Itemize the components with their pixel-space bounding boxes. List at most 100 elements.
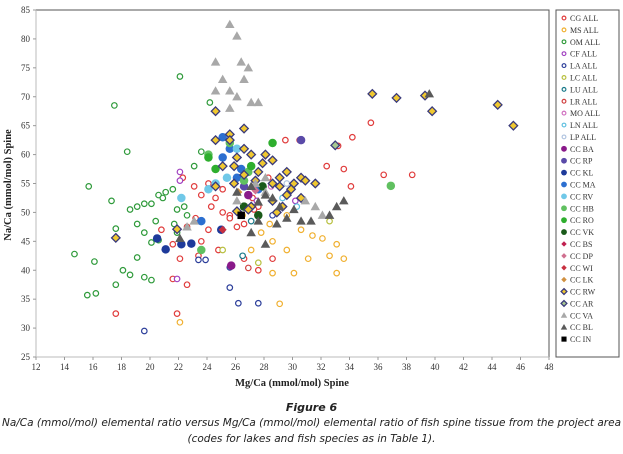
x-tick-label: 44 <box>488 362 498 372</box>
point-cg-all <box>323 162 331 170</box>
point-cc-va <box>232 92 242 101</box>
legend-marker-lu-all <box>561 86 567 92</box>
legend-entry-cc-bs: CC BS <box>561 240 592 249</box>
point-om-all <box>119 266 127 274</box>
y-tick-label: 30 <box>21 323 31 333</box>
legend-label: CC MA <box>570 181 596 190</box>
legend-entry-ms-all: MS ALL <box>561 26 599 35</box>
point-ms-all <box>269 237 276 245</box>
point-la-all <box>235 299 242 307</box>
point-cc-rw <box>260 149 271 160</box>
point-om-all <box>140 229 148 237</box>
legend-entry-cg-all: CG ALL <box>561 14 598 23</box>
legend-entry-cc-va: CC VA <box>560 311 593 320</box>
y-tick-label: 55 <box>21 179 31 189</box>
point-cc-bl <box>246 181 256 190</box>
point-om-all <box>83 291 91 299</box>
point-cc-ma <box>218 153 227 162</box>
point-cg-all <box>197 191 205 199</box>
legend-entry-cc-dp: CC DP <box>561 252 593 261</box>
point-cc-kl <box>152 234 162 243</box>
legend-entry-mo-all: MO ALL <box>561 109 600 118</box>
point-om-all <box>112 225 120 232</box>
point-om-all <box>91 258 98 265</box>
point-ms-all <box>276 300 284 308</box>
legend-marker-cc-rw <box>560 287 568 296</box>
point-cg-all <box>408 171 416 179</box>
point-cg-all <box>226 214 234 222</box>
legend-label: LP ALL <box>570 133 596 142</box>
point-cc-bl <box>260 190 271 199</box>
x-tick-label: 24 <box>203 362 213 372</box>
point-cc-va <box>210 57 221 66</box>
point-ms-all <box>290 269 298 277</box>
legend-label: CC LK <box>570 276 594 285</box>
point-cc-bl <box>296 216 306 225</box>
point-cc-hb <box>386 181 396 191</box>
x-tick-label: 26 <box>231 362 241 372</box>
legend-label: CC AR <box>570 299 594 308</box>
legend-label: MO ALL <box>570 109 600 118</box>
legend-marker-cc-bl <box>560 323 568 330</box>
point-cg-all <box>112 310 120 317</box>
point-cg-all <box>380 171 388 179</box>
point-cc-rv <box>177 193 186 203</box>
point-cc-rw <box>243 204 254 215</box>
point-lc-all <box>254 259 262 267</box>
point-cc-rw <box>267 155 278 166</box>
legend-label: CC KL <box>570 169 593 178</box>
point-cc-rw <box>228 160 240 172</box>
legend-entry-cc-ro: CC RO <box>561 216 594 225</box>
point-cg-all <box>169 240 177 248</box>
point-cc-rv <box>222 173 232 182</box>
point-cg-all <box>219 209 227 216</box>
point-cg-all <box>269 255 276 263</box>
point-cc-rw <box>310 178 321 189</box>
legend-marker-om-all <box>561 39 567 45</box>
legend-label: LU ALL <box>570 85 598 94</box>
point-cc-bl <box>289 204 299 214</box>
point-la-all <box>140 327 148 335</box>
legend-marker-cc-bs <box>561 241 567 247</box>
legend-entry-cc-bl: CC BL <box>560 323 593 332</box>
point-om-all <box>197 148 205 156</box>
legend-marker-cc-rv <box>561 193 567 200</box>
point-cc-va <box>225 86 235 95</box>
point-cc-kl <box>177 239 186 249</box>
point-ms-all <box>319 235 326 242</box>
point-om-all <box>169 185 177 193</box>
point-cc-ro <box>268 138 277 148</box>
point-om-all <box>190 162 198 170</box>
point-cc-rw <box>210 181 221 192</box>
point-om-all <box>108 197 115 205</box>
point-ms-all <box>304 255 312 263</box>
legend-entry-lu-all: LU ALL <box>561 85 598 94</box>
legend-entry-la-all: LA ALL <box>561 62 597 71</box>
legend-entry-cc-rp: CC RP <box>561 157 593 166</box>
y-ticks: 25 30 35 40 45 50 55 60 65 70 75 80 85 <box>21 5 36 362</box>
point-cc-bl <box>272 219 282 228</box>
point-cc-rw <box>238 123 250 134</box>
legend-marker-la-all <box>561 63 567 69</box>
point-om-all <box>148 276 155 284</box>
point-cc-rw <box>492 99 503 111</box>
point-cg-all <box>207 203 215 210</box>
figure-caption-line-2: (codes for lakes and fish species as in … <box>187 433 436 445</box>
figure-title: Figure 6 <box>285 401 338 414</box>
x-tick-label: 12 <box>32 362 41 372</box>
point-ms-all <box>269 269 276 277</box>
point-la-all <box>195 256 202 264</box>
legend-marker-ln-all <box>561 122 567 128</box>
legend-marker-cc-dp <box>561 253 567 259</box>
x-axis-title: Mg/Ca (mmol/mol) Spine <box>235 378 349 389</box>
legend-entry-cc-hb: CC HB <box>561 204 594 213</box>
legend-marker-cc-va <box>560 312 568 318</box>
legend-entry-cc-wi: CC WI <box>561 264 593 273</box>
x-tick-label: 34 <box>345 362 355 372</box>
x-tick-label: 16 <box>89 362 99 372</box>
legend-marker-cc-wi <box>561 265 567 271</box>
legend-marker-cc-hb <box>561 205 567 212</box>
point-om-all <box>173 206 181 213</box>
y-tick-label: 45 <box>21 236 31 246</box>
legend-label: CC BA <box>570 145 594 154</box>
